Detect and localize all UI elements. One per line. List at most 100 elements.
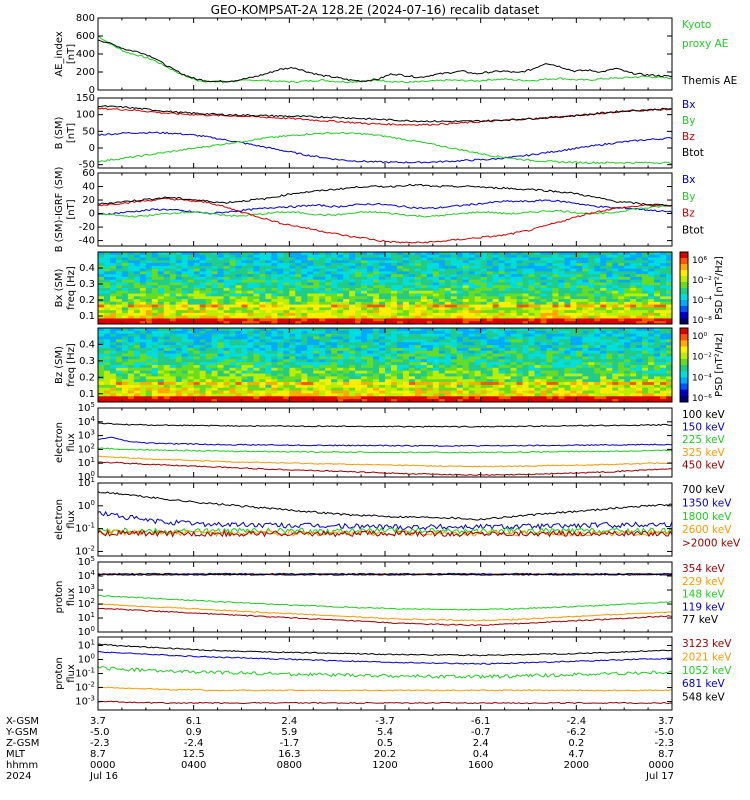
spectrogram-cell	[307, 339, 314, 343]
spectrogram-cell	[660, 382, 667, 386]
spectrogram-cell	[235, 365, 242, 369]
spectrogram-cell	[648, 271, 655, 275]
spectrogram-cell	[247, 321, 254, 325]
spectrogram-cell	[570, 333, 577, 338]
spectrogram-cell	[444, 333, 452, 338]
spectrogram-cell	[349, 367, 356, 372]
spectrogram-cell	[570, 384, 577, 389]
spectrogram-cell	[582, 367, 589, 372]
spectrogram-cell	[271, 299, 278, 303]
spectrogram-cell	[570, 285, 577, 289]
spectrogram-cell	[582, 282, 589, 286]
spectrogram-cell	[181, 279, 189, 283]
spectrogram-cell	[540, 318, 547, 322]
spectrogram-cell	[474, 271, 482, 275]
spectrogram-cell	[379, 359, 386, 363]
spectrogram-cell	[606, 362, 613, 366]
spectrogram-cell	[426, 382, 434, 386]
spectrogram-cell	[624, 263, 631, 267]
spectrogram-cell	[175, 307, 183, 311]
spectrogram-cell	[612, 321, 619, 325]
colorbar-swatch	[680, 300, 688, 307]
spectrogram-cell	[444, 342, 452, 346]
spectrogram-cell	[636, 379, 643, 383]
spectrogram-cell	[265, 321, 272, 325]
spectrogram-cell	[289, 290, 296, 295]
spectrogram-cell	[193, 353, 201, 357]
spectrogram-cell	[349, 353, 356, 357]
spectrogram-cell	[223, 339, 231, 343]
spectrogram-cell	[660, 379, 667, 383]
spectrogram-cell	[163, 293, 171, 297]
spectrogram-cell	[540, 359, 547, 363]
spectrogram-cell	[504, 387, 512, 392]
spectrogram-cell	[606, 312, 613, 317]
spectrogram-cell	[133, 304, 141, 308]
y-tick-label: -50	[79, 160, 95, 171]
spectrogram-cell	[432, 376, 440, 380]
spectrogram-cell	[426, 387, 434, 392]
spectrogram-cell	[660, 260, 667, 264]
spectrogram-cell	[426, 288, 434, 292]
spectrogram-cell	[474, 367, 482, 372]
spectrogram-cell	[211, 288, 219, 292]
spectrogram-cell	[277, 367, 284, 372]
spectrogram-cell	[558, 330, 565, 335]
spectrogram-cell	[379, 353, 386, 357]
spectrogram-cell	[456, 285, 464, 289]
spectrogram-cell	[462, 257, 470, 261]
spectrogram-cell	[576, 285, 583, 289]
spectrogram-cell	[546, 356, 553, 360]
spectrogram-cell	[373, 390, 380, 394]
spectrogram-cell	[133, 362, 141, 366]
spectrogram-cell	[486, 279, 494, 283]
spectrogram-cell	[193, 310, 201, 314]
spectrogram-cell	[540, 367, 547, 372]
spectrogram-cell	[402, 362, 410, 366]
spectrogram-cell	[217, 373, 225, 377]
spectrogram-cell	[241, 345, 248, 349]
spectrogram-cell	[588, 268, 595, 272]
spectrogram-cell	[630, 304, 637, 308]
spectrogram-cell	[337, 279, 344, 283]
spectrogram-cell	[289, 353, 296, 357]
spectrogram-cell	[205, 321, 213, 325]
spectrogram-cell	[600, 315, 607, 319]
spectrogram-cell	[468, 345, 476, 349]
spectrogram-cell	[576, 265, 583, 270]
spectrogram-cell	[241, 339, 248, 343]
spectrogram-cell	[259, 301, 266, 306]
spectrogram-cell	[283, 330, 290, 335]
spectrogram-cell	[301, 373, 308, 377]
spectrogram-cell	[420, 310, 428, 314]
spectrogram-cell	[247, 252, 254, 256]
spectrogram-cell	[211, 336, 219, 340]
spectrogram-cell	[600, 328, 607, 332]
spectrogram-cell	[468, 367, 476, 372]
spectrogram-cell	[456, 282, 464, 286]
spectrogram-cell	[606, 370, 613, 375]
spectrogram-cell	[498, 263, 506, 267]
spectrogram-cell	[325, 362, 332, 366]
spectrogram-cell	[594, 330, 601, 335]
spectrogram-cell	[576, 268, 583, 272]
series-group	[98, 105, 672, 165]
spectrogram-cell	[259, 356, 266, 360]
spectrogram-cell	[396, 390, 404, 394]
spectrogram-cell	[486, 350, 494, 355]
spectrogram-cell	[594, 252, 601, 256]
spectrogram-cell	[241, 379, 248, 383]
spectrogram-cell	[355, 356, 362, 360]
spectrogram-cell	[277, 350, 284, 355]
spectrogram-cell	[552, 315, 559, 319]
spectrogram-cell	[642, 376, 649, 380]
spectrogram-cell	[109, 353, 117, 357]
spectrogram-cell	[343, 359, 350, 363]
spectrogram-cell	[642, 285, 649, 289]
spectrogram-cell	[193, 356, 201, 360]
spectrogram-cell	[265, 350, 272, 355]
spectrogram-cell	[444, 373, 452, 377]
spectrogram-cell	[552, 359, 559, 363]
spectrogram-cell	[151, 254, 159, 259]
spectrogram-cell	[390, 387, 398, 392]
